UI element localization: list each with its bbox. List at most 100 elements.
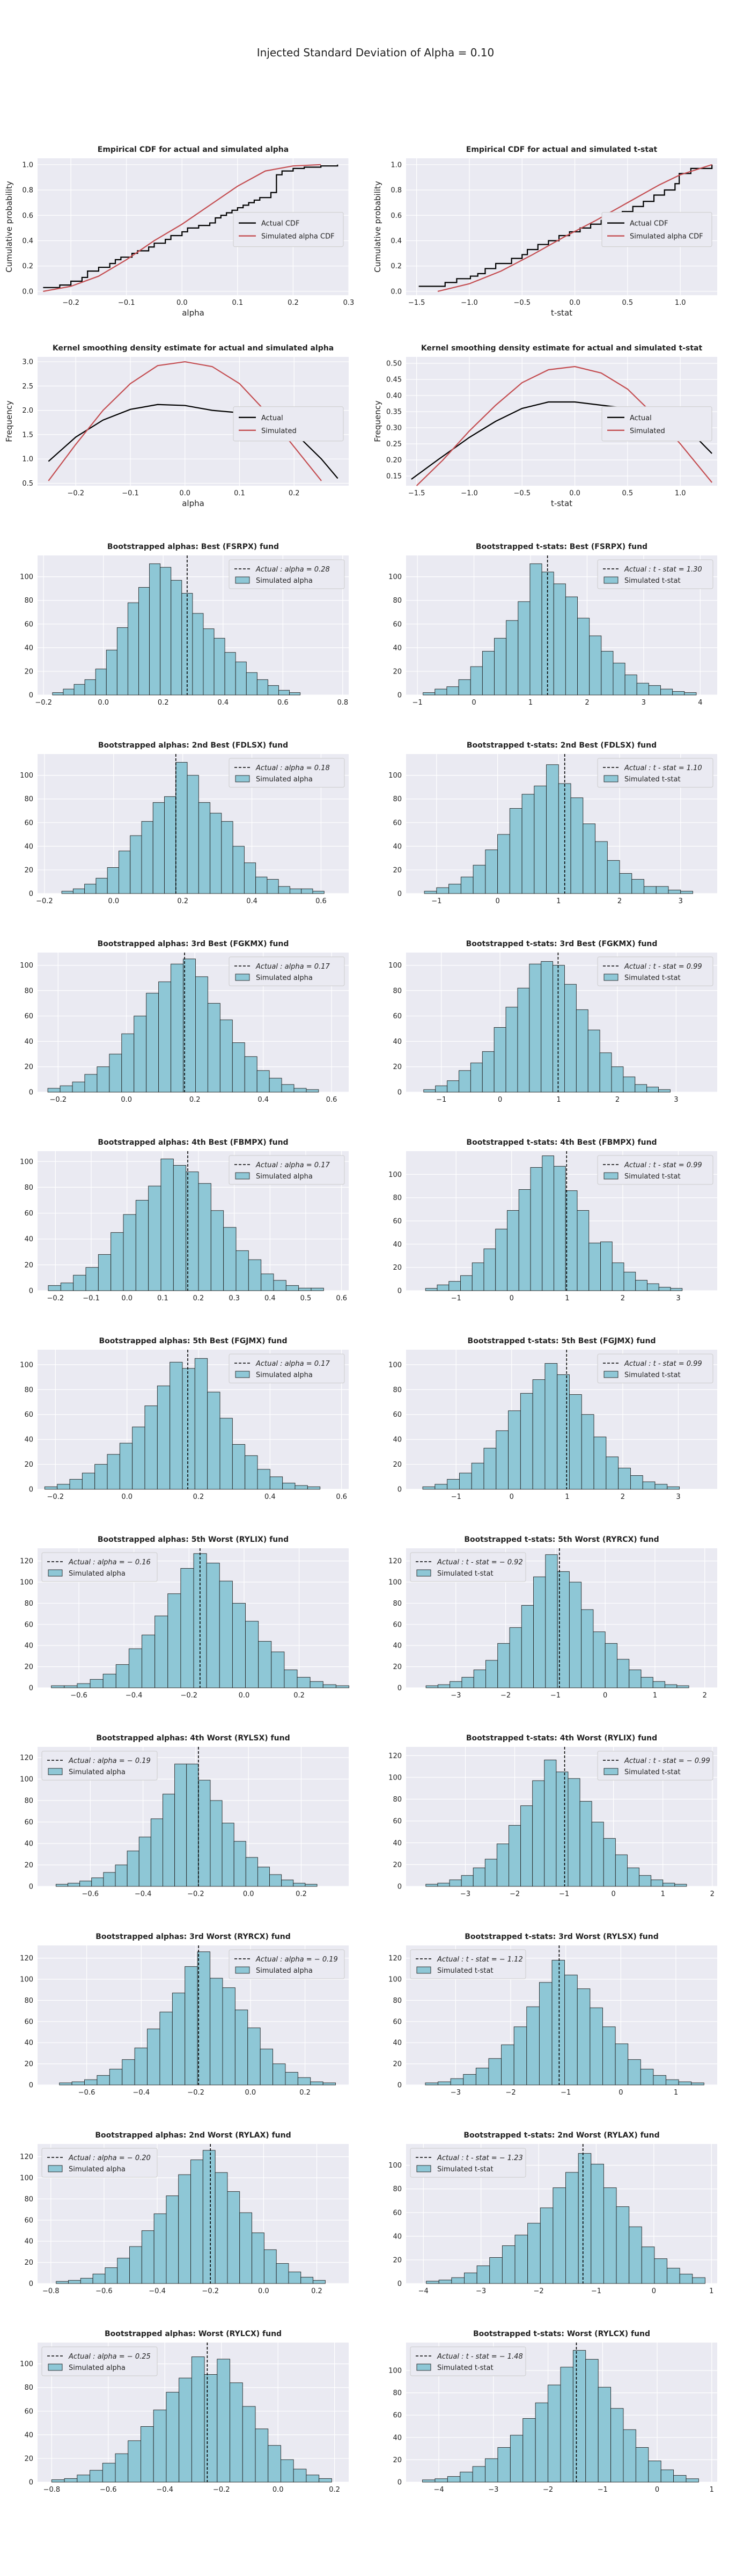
histogram-bar xyxy=(459,1473,472,1490)
y-tick-label: 40 xyxy=(393,1436,402,1444)
legend-box xyxy=(597,956,713,986)
x-tick-label: 0.2 xyxy=(299,2089,311,2097)
histogram-bar xyxy=(672,691,685,696)
histogram-bar xyxy=(448,883,461,894)
histogram-bar xyxy=(307,1486,321,1490)
histogram-bar xyxy=(311,1287,324,1291)
y-tick-label: 0 xyxy=(397,890,402,898)
histogram-bar xyxy=(92,2273,106,2284)
histogram-bar xyxy=(629,2226,642,2284)
histogram-bar xyxy=(73,1275,86,1291)
histogram-bar xyxy=(166,2196,179,2284)
legend-swatch xyxy=(416,1569,431,1577)
histogram-bar xyxy=(450,2078,464,2085)
histogram-bar xyxy=(256,679,268,696)
histogram-bar xyxy=(505,1007,518,1093)
histogram-bar xyxy=(312,891,325,894)
histogram-bar xyxy=(255,876,268,894)
histogram-bar xyxy=(425,2082,438,2085)
x-tick-label: 3 xyxy=(642,699,646,707)
histogram-bar xyxy=(111,1232,124,1291)
histogram-bar xyxy=(233,1841,246,1887)
legend-box xyxy=(41,1552,158,1582)
y-tick-label: 100 xyxy=(20,2360,33,2368)
histogram-bar xyxy=(84,883,97,894)
legend-entry: Actual xyxy=(630,414,652,422)
legend-swatch xyxy=(48,1768,63,1775)
histogram-bar xyxy=(278,886,290,894)
x-tick-label: 0.2 xyxy=(177,897,188,905)
histogram-bar xyxy=(310,2081,323,2085)
histogram-bar xyxy=(507,1210,519,1291)
y-tick-label: 80 xyxy=(24,1184,33,1192)
histogram-bar xyxy=(483,1447,497,1490)
x-tick-label: 0.6 xyxy=(336,1294,347,1302)
chart-title: Bootstrapped alphas: 2nd Worst (RYLAX) f… xyxy=(95,2131,291,2140)
chart-panel: Bootstrapped t-stats: 3rd Best (FGKMX) f… xyxy=(388,940,717,1104)
histogram-bar xyxy=(215,2172,228,2284)
histogram-bar xyxy=(63,689,75,696)
chart-panel: Bootstrapped t-stats: 4th Best (FBMPX) f… xyxy=(388,1138,717,1302)
histogram-bar xyxy=(539,1982,553,2085)
histogram-bar xyxy=(520,1393,533,1490)
histogram-bar xyxy=(662,1883,675,1887)
histogram-bar xyxy=(497,2447,511,2483)
histogram-bar xyxy=(109,2069,123,2085)
y-tick-label: 60 xyxy=(393,1013,402,1021)
histogram-bar xyxy=(534,786,547,894)
y-tick-label: 60 xyxy=(24,1411,33,1419)
histogram-bar xyxy=(470,666,483,696)
histogram-bar xyxy=(221,821,233,894)
x-tick-label: 0.4 xyxy=(257,1096,269,1104)
histogram-bar xyxy=(232,1602,246,1688)
y-tick-label: 100 xyxy=(20,962,33,970)
y-tick-label: 60 xyxy=(393,1818,402,1826)
x-tick-label: 1 xyxy=(556,897,561,905)
y-tick-label: 120 xyxy=(20,1754,33,1762)
histogram-bar xyxy=(48,1285,61,1291)
histogram-bar xyxy=(173,1165,187,1291)
histogram-bar xyxy=(98,1254,112,1291)
histogram-bar xyxy=(128,2440,141,2483)
histogram-bar xyxy=(553,583,566,696)
y-tick-label: 20 xyxy=(393,1861,402,1869)
histogram-bar xyxy=(636,683,649,696)
histogram-bar xyxy=(651,1879,664,1887)
y-tick-label: 0.2 xyxy=(22,262,33,270)
histogram-bar xyxy=(514,2235,528,2284)
legend-entry: Simulated xyxy=(261,427,297,435)
histogram-bar xyxy=(72,1081,85,1093)
chart-panel: Bootstrapped t-stats: 2nd Best (FDLSX) f… xyxy=(388,741,717,905)
histogram-bar xyxy=(485,2458,498,2483)
histogram-bar xyxy=(556,1772,569,1887)
y-tick-label: 40 xyxy=(24,2431,33,2439)
histogram-bar xyxy=(484,1858,497,1887)
histogram-bar xyxy=(153,2410,167,2483)
histogram-bar xyxy=(268,2445,281,2483)
histogram-bar xyxy=(194,1358,208,1490)
histogram-bar xyxy=(232,1444,246,1490)
histogram-bar xyxy=(235,1250,249,1291)
x-tick-label: 0.3 xyxy=(343,299,355,307)
x-tick-label: 0.0 xyxy=(121,1096,132,1104)
y-tick-label: 40 xyxy=(24,843,33,851)
legend-entry: Simulated alpha xyxy=(69,2165,126,2174)
histogram-bar xyxy=(581,1609,594,1688)
histogram-bar xyxy=(244,1056,257,1093)
x-tick-label: 0.1 xyxy=(157,1294,168,1302)
histogram-bar xyxy=(123,1214,136,1291)
histogram-bar xyxy=(527,2223,541,2284)
histogram-bar xyxy=(572,2350,586,2483)
histogram-bar xyxy=(197,1951,210,2085)
histogram-bar xyxy=(485,850,498,894)
histogram-bar xyxy=(170,1362,183,1490)
y-tick-label: 60 xyxy=(24,1819,33,1827)
legend-box xyxy=(601,212,712,247)
histogram-bar xyxy=(618,1468,631,1490)
legend-entry: Simulated alpha xyxy=(69,1570,126,1578)
histogram-bar xyxy=(85,1267,99,1291)
histogram-bar xyxy=(483,1248,496,1291)
y-tick-label: 2.5 xyxy=(22,383,33,391)
x-tick-label: 3 xyxy=(679,897,683,905)
histogram-bar xyxy=(522,2418,536,2483)
